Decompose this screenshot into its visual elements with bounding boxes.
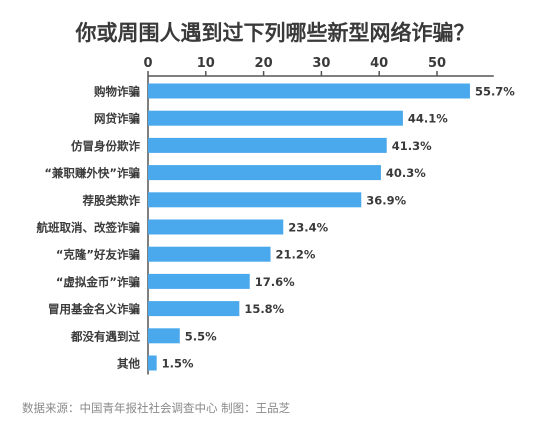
- bar: [148, 137, 387, 153]
- category-label: 仿冒身份欺诈: [71, 139, 140, 153]
- category-label: 其他: [117, 357, 140, 371]
- value-label: 40.3%: [386, 166, 426, 180]
- bar: [148, 110, 403, 126]
- bar: [148, 273, 250, 289]
- x-tick-label: 50: [428, 56, 446, 71]
- chart-title: 你或周围人遇到过下列哪些新型网络诈骗？: [75, 21, 475, 45]
- x-axis: 0 10 20 30 40 50: [143, 56, 494, 375]
- category-label: “克隆”好友诈骗: [56, 248, 140, 262]
- bar: [148, 328, 180, 344]
- bar: [148, 219, 284, 235]
- category-label: 冒用基金名义诈骗: [48, 302, 140, 316]
- x-tick-label: 40: [370, 56, 388, 71]
- bar: [148, 355, 157, 371]
- category-label: “兼职赚外快”诈骗: [44, 166, 140, 180]
- value-label: 55.7%: [475, 85, 515, 99]
- bars: 购物诈骗 55.7% 网贷诈骗 44.1% 仿冒身份欺诈 41.3% “兼职赚外快”诈骗 40…: [37, 83, 515, 371]
- x-tick-label: 20: [255, 56, 273, 71]
- x-tick-label: 30: [312, 56, 330, 71]
- value-label: 15.8%: [244, 302, 284, 316]
- bar: [148, 301, 240, 317]
- value-label: 21.2%: [276, 248, 316, 262]
- category-label: 荐股类欺诈: [82, 193, 141, 207]
- value-label: 17.6%: [255, 275, 295, 289]
- value-label: 1.5%: [162, 357, 194, 371]
- x-tick-label: 0: [143, 56, 152, 71]
- category-label: “虚拟金币”诈骗: [56, 275, 140, 289]
- bar: [148, 83, 470, 99]
- value-label: 5.5%: [185, 329, 217, 343]
- category-label: 网贷诈骗: [94, 112, 140, 126]
- value-label: 44.1%: [408, 112, 448, 126]
- value-label: 41.3%: [392, 139, 432, 153]
- value-label: 23.4%: [288, 221, 328, 235]
- source-note: 数据来源：中国青年报社社会调查中心 制图：王品芝: [22, 401, 291, 415]
- category-label: 购物诈骗: [94, 85, 140, 99]
- category-label: 航班取消、改签诈骗: [37, 221, 141, 235]
- value-label: 36.9%: [366, 193, 406, 207]
- bar: [148, 246, 271, 262]
- x-tick-label: 10: [197, 56, 215, 71]
- bar: [148, 192, 362, 208]
- bar: [148, 165, 381, 181]
- category-label: 都没有遇到过: [70, 329, 140, 343]
